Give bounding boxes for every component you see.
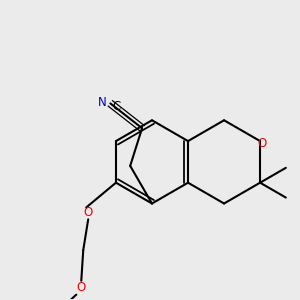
Text: O: O	[76, 281, 86, 294]
Text: C: C	[112, 100, 120, 113]
Text: O: O	[84, 206, 93, 219]
Text: O: O	[257, 136, 267, 150]
Text: N: N	[98, 96, 107, 109]
